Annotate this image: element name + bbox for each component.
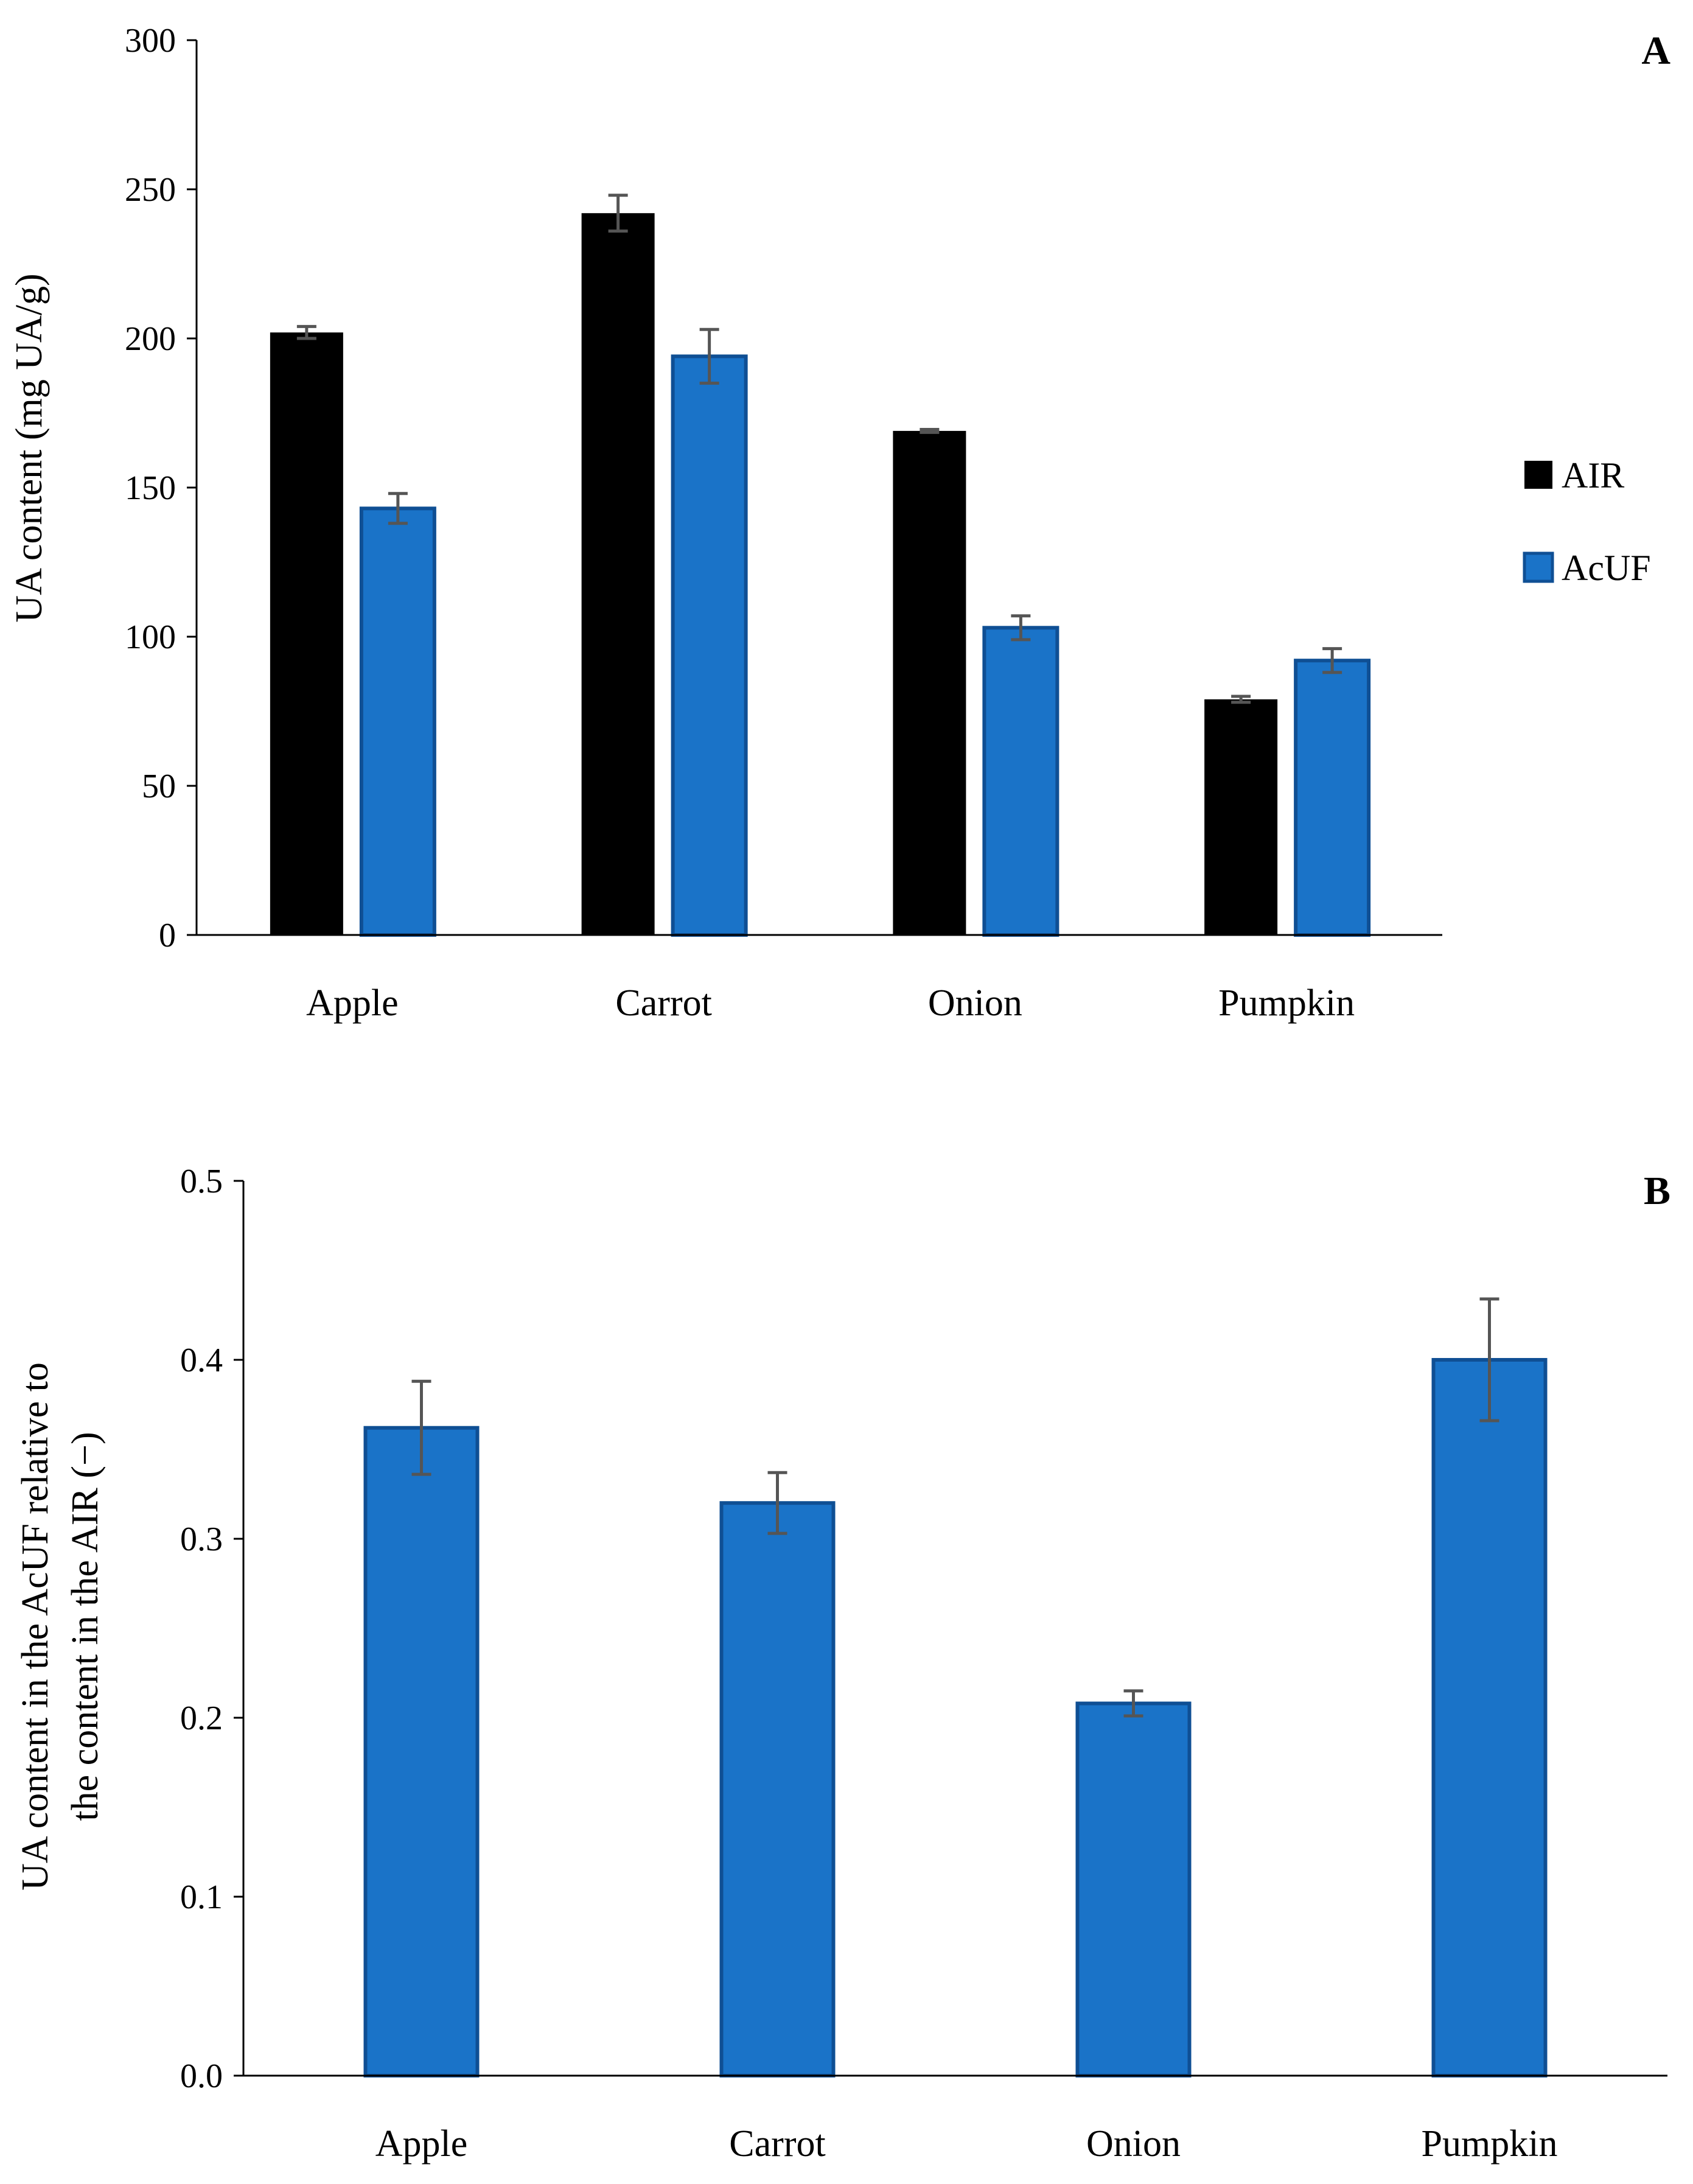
panel-a-x-tick-label: Pumpkin [1218,982,1355,1024]
panel-a-letter: A [1641,29,1670,73]
panel-b-x-tick-label: Apple [375,2123,468,2165]
legend-swatch-air [1524,461,1552,489]
panel-a-bar-acuf-apple [359,506,436,937]
panel-a-bar-air-onion [893,430,966,935]
panel-b-bar-acuf-air-carrot [719,1501,836,2077]
panel-a-y-tick-label: 300 [125,22,176,60]
panel-a-x-tick-label: Onion [928,982,1022,1024]
panel-b-y-tick-label: 0.4 [180,1342,223,1379]
panel-a-bar-air-pumpkin [1204,699,1278,935]
panel-a-x-tick-label: Apple [306,982,399,1024]
panel-a-y-tick-label: 100 [125,618,176,656]
panel-a-y-tick-label: 250 [125,171,176,209]
panel-b-y-tick-label: 0.0 [180,2057,223,2095]
panel-a-chart: A UA content (mg UA/g) 0 50 100 150 200 250 30… [9,22,1670,1024]
panel-b-y-axis-title-line-1: UA content in the AcUF relative to [15,1362,56,1891]
panel-b-bar-acuf-air-pumpkin [1431,1358,1548,2077]
panel-b-y-tick-label: 0.2 [180,1699,223,1737]
panel-a-y-tick-label: 200 [125,320,176,358]
legend-swatch-acuf [1523,551,1554,583]
panel-b-x-tick-label: Onion [1086,2123,1181,2165]
panel-b-y-tick-label: 0.1 [180,1878,223,1916]
panel-a-y-tick-label: 0 [159,917,176,954]
panel-b-y-axis-title-line-2: the content in the AIR (−) [65,1432,106,1821]
panel-b-bar-acuf-air-onion [1075,1701,1192,2077]
legend-label-air: AIR [1562,455,1624,495]
panel-a-x-tick-label: Carrot [615,982,711,1024]
panel-a-bar-acuf-onion [982,626,1059,937]
panel-b-x-tick-label: Carrot [729,2123,825,2165]
panel-b-chart: B UA content in the AcUF relative to the… [15,1163,1670,2165]
panel-a-y-axis-title: UA content (mg UA/g) [9,273,50,622]
panel-b-bar-acuf-air-apple [363,1426,480,2077]
panel-a-y-tick-label: 50 [142,768,176,805]
panel-a-bar-air-carrot [581,213,655,936]
panel-b-x-tick-label: Pumpkin [1422,2123,1558,2165]
panel-a-bar-acuf-pumpkin [1294,659,1371,937]
panel-a-bar-acuf-carrot [671,354,748,937]
panel-a-legend: AIR AcUF [1523,455,1651,588]
panel-b-y-tick-label: 0.3 [180,1521,223,1558]
panel-a-bar-air-apple [270,332,343,935]
legend-label-acuf: AcUF [1562,548,1651,588]
panel-b-letter: B [1644,1169,1670,1213]
panel-b-y-tick-label: 0.5 [180,1163,223,1200]
panel-a-y-tick-label: 150 [125,469,176,507]
